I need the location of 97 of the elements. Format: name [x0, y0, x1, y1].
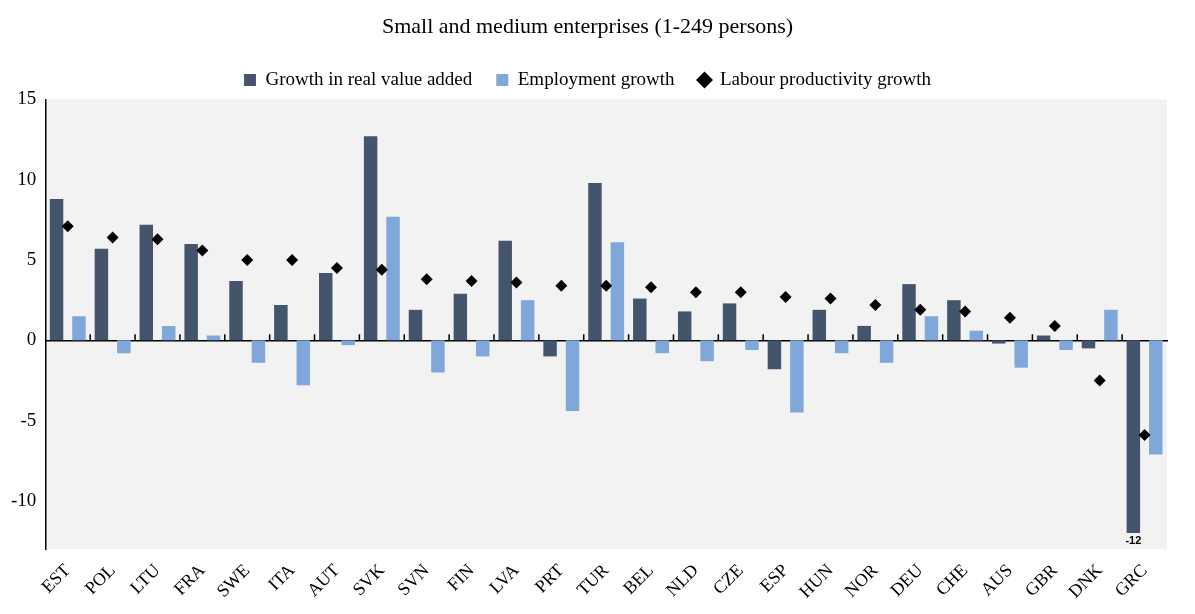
- bar: [139, 224, 154, 341]
- bar: [184, 243, 198, 341]
- bar: [565, 340, 580, 412]
- bar: [161, 325, 176, 341]
- point: [151, 233, 164, 246]
- x-tick-label: FIN: [443, 559, 478, 595]
- point: [1093, 374, 1106, 387]
- x-tick-label: GBR: [1020, 559, 1062, 601]
- point: [824, 292, 837, 305]
- x-tick-label: LVA: [485, 559, 523, 598]
- bar: [1059, 340, 1073, 350]
- bar: [72, 316, 86, 341]
- bar: [386, 216, 400, 341]
- bar: [790, 340, 804, 413]
- y-tick-label: 15: [17, 87, 37, 109]
- bar: [319, 272, 333, 341]
- bar: [812, 309, 827, 341]
- bar: [610, 242, 625, 341]
- bar: [633, 298, 647, 341]
- legend-label: Employment growth: [517, 67, 675, 89]
- bar: [834, 340, 849, 354]
- point: [420, 273, 433, 286]
- bar: [1014, 340, 1028, 368]
- bar: [1104, 309, 1118, 341]
- x-tick-label: CZE: [708, 559, 747, 599]
- bar: [49, 198, 64, 341]
- point: [734, 286, 747, 299]
- y-tick-label: 5: [26, 248, 37, 270]
- bar: [992, 340, 1006, 344]
- point: [196, 244, 209, 257]
- bar: [879, 340, 894, 363]
- bar: [543, 340, 557, 357]
- bar: [94, 248, 109, 341]
- bar: [722, 303, 737, 341]
- bar: [857, 325, 871, 341]
- point: [869, 299, 882, 311]
- point: [959, 305, 972, 318]
- x-tick-label: ITA: [263, 559, 299, 595]
- point: [914, 303, 927, 316]
- bar: [363, 136, 378, 341]
- bar: [476, 340, 490, 357]
- bar: [431, 340, 445, 373]
- point: [1138, 429, 1151, 442]
- bar: [520, 300, 535, 341]
- bar: [1149, 340, 1163, 455]
- bar: [924, 316, 939, 341]
- point: [465, 274, 478, 287]
- x-tick-label: POL: [80, 559, 119, 599]
- bar: [296, 340, 311, 386]
- bar: [969, 330, 984, 341]
- point: [1003, 311, 1016, 324]
- point: [1048, 319, 1061, 332]
- bar: [1081, 340, 1096, 349]
- bar: [745, 340, 759, 350]
- bar: [902, 284, 916, 341]
- bar: [341, 340, 355, 346]
- legend-label: Growth in real value added: [265, 67, 473, 89]
- x-tick-label: PRT: [530, 559, 568, 597]
- bar: [677, 311, 692, 341]
- bar: [274, 305, 288, 341]
- point: [645, 281, 658, 294]
- y-tick-label: -10: [11, 488, 37, 510]
- legend-label: Labour productivity growth: [719, 67, 932, 89]
- y-tick-label: -5: [20, 408, 37, 430]
- point: [61, 220, 74, 233]
- x-tick-label: CHE: [931, 559, 972, 600]
- point: [510, 276, 523, 289]
- bar: [453, 293, 468, 341]
- point: [779, 290, 792, 303]
- bar: [1126, 340, 1141, 534]
- y-tick-label: 10: [17, 167, 37, 189]
- bar: [947, 300, 961, 341]
- bar: [767, 340, 782, 370]
- x-tick-label: TUR: [572, 559, 613, 600]
- bar: [117, 340, 131, 354]
- bar: [655, 340, 669, 354]
- bar: [251, 340, 266, 363]
- point: [375, 263, 388, 276]
- bar: [408, 309, 423, 341]
- point: [330, 262, 343, 275]
- chart-title: Small and medium enterprises (1-249 persons): [381, 12, 794, 38]
- data-label: -12: [1125, 533, 1142, 546]
- point: [241, 254, 254, 267]
- point: [600, 279, 613, 292]
- x-tick-label: FRA: [169, 559, 209, 599]
- bar: [498, 240, 512, 341]
- x-tick-label: EST: [37, 559, 74, 597]
- point: [689, 286, 702, 299]
- bar: [700, 340, 714, 362]
- x-tick-label: ESP: [755, 559, 792, 596]
- x-tick-label: BEL: [619, 559, 658, 599]
- point: [286, 254, 299, 267]
- bar: [588, 182, 602, 341]
- bar: [229, 280, 243, 341]
- point: [106, 231, 119, 244]
- point: [555, 279, 568, 292]
- y-tick-label: 0: [26, 328, 37, 350]
